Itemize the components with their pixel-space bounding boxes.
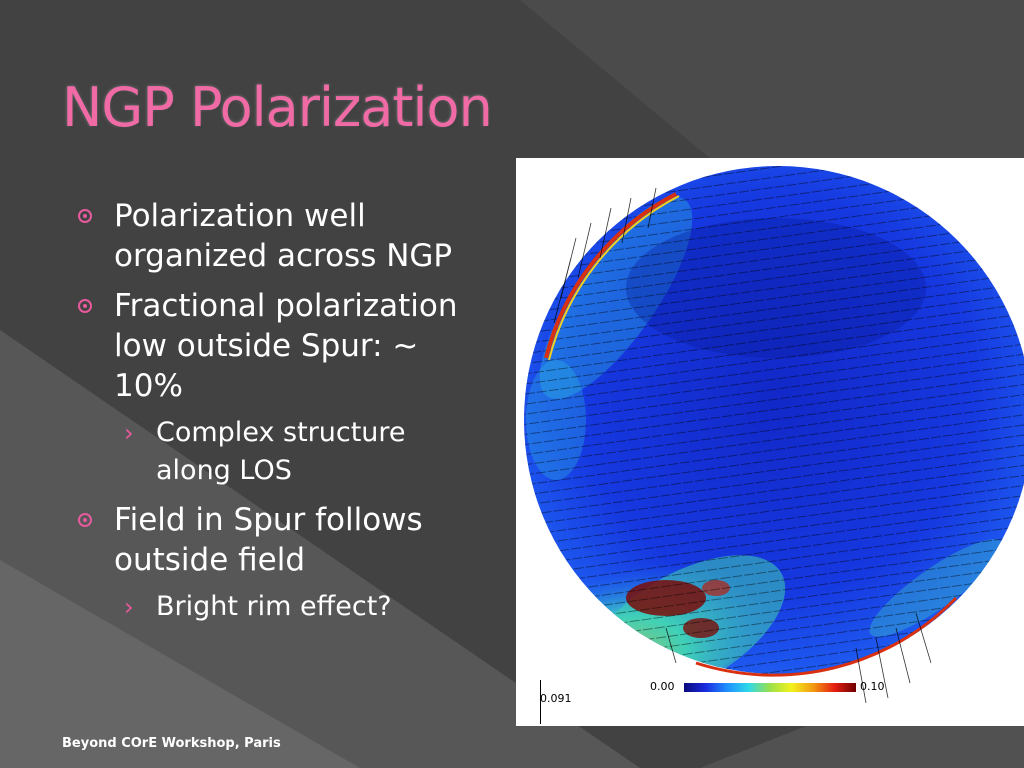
bullet-text: Field in Spur follows outside field <box>114 502 423 578</box>
chevron-right-icon: › <box>124 419 134 447</box>
polarization-map <box>524 166 1024 704</box>
chevron-right-icon: › <box>124 593 134 621</box>
bullet-circle-icon <box>78 513 92 527</box>
sub-bullet-text: Complex structure along LOS <box>156 417 406 486</box>
sub-bullet-item: › Complex structure along LOS <box>72 414 472 490</box>
colorbar <box>684 683 856 692</box>
sub-bullet-item: › Bright rim effect? <box>72 588 472 626</box>
polarization-map-figure: 0.091 0.00 0.10 <box>516 158 1024 726</box>
slide-footer: Beyond COrE Workshop, Paris <box>62 736 281 751</box>
bullet-list: Polarization well organized across NGP F… <box>72 196 472 636</box>
bullet-text: Polarization well organized across NGP <box>114 198 453 274</box>
colorbar-min-label: 0.00 <box>650 680 675 693</box>
bullet-circle-icon <box>78 209 92 223</box>
bullet-item: Polarization well organized across NGP <box>72 196 472 276</box>
vector-scale-bar <box>540 680 541 724</box>
bullet-item: Fractional polarization low outside Spur… <box>72 286 472 406</box>
bullet-circle-icon <box>78 299 92 313</box>
bullet-text: Fractional polarization low outside Spur… <box>114 288 458 404</box>
colorbar-max-label: 0.10 <box>860 680 885 693</box>
slide-title: NGP Polarization <box>62 76 493 139</box>
bullet-item: Field in Spur follows outside field <box>72 500 472 580</box>
vector-scale-label: 0.091 <box>540 692 572 705</box>
sub-bullet-text: Bright rim effect? <box>156 591 392 622</box>
